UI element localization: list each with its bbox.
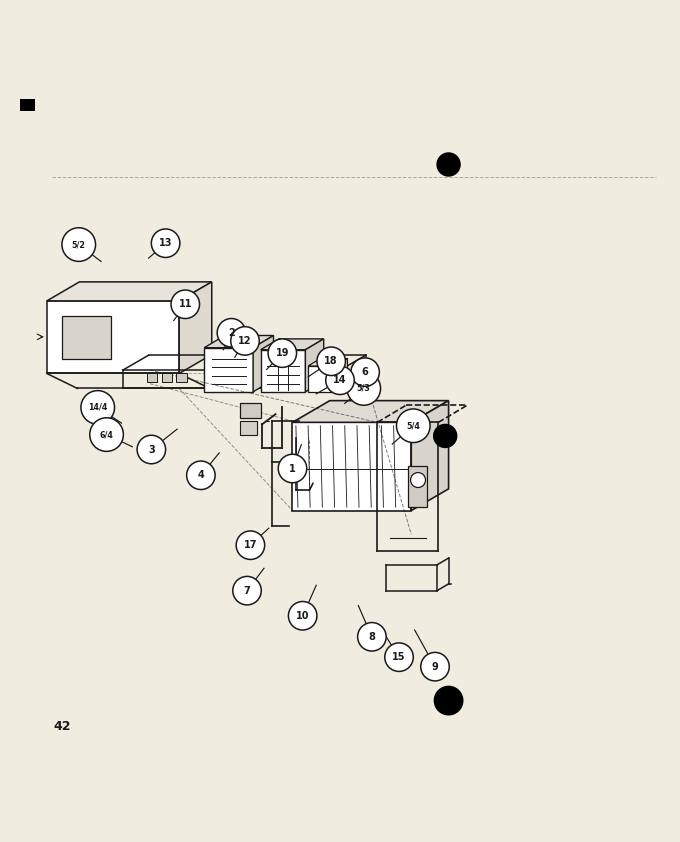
Polygon shape	[292, 401, 449, 423]
Circle shape	[236, 531, 265, 559]
Text: 3: 3	[148, 445, 155, 455]
Bar	[62, 317, 111, 359]
Polygon shape	[204, 335, 273, 348]
Bar	[162, 374, 173, 381]
Text: 8: 8	[369, 632, 375, 642]
Polygon shape	[292, 423, 411, 510]
Bar	[240, 421, 257, 434]
Polygon shape	[308, 366, 335, 392]
Polygon shape	[47, 301, 179, 374]
Text: 6: 6	[362, 367, 369, 377]
Circle shape	[437, 152, 461, 177]
Circle shape	[351, 358, 379, 386]
Text: 19: 19	[275, 348, 289, 358]
Text: 14/4: 14/4	[88, 403, 107, 412]
Text: 9: 9	[432, 662, 439, 672]
Circle shape	[396, 409, 430, 443]
Circle shape	[433, 424, 458, 448]
Text: 12: 12	[238, 336, 252, 346]
Circle shape	[171, 290, 199, 318]
Text: 5/2: 5/2	[71, 240, 86, 249]
Circle shape	[288, 601, 317, 630]
Circle shape	[421, 653, 449, 681]
Polygon shape	[260, 349, 305, 392]
Polygon shape	[305, 338, 324, 392]
Bar	[20, 99, 35, 111]
Text: 5/4: 5/4	[407, 421, 420, 430]
Polygon shape	[335, 359, 347, 392]
Polygon shape	[47, 282, 211, 301]
Circle shape	[81, 391, 114, 424]
Bar	[408, 466, 427, 507]
Circle shape	[326, 366, 354, 395]
Text: 1: 1	[289, 463, 296, 473]
Circle shape	[385, 643, 413, 671]
Circle shape	[317, 347, 345, 376]
Circle shape	[347, 371, 381, 405]
Circle shape	[278, 454, 307, 482]
Circle shape	[358, 622, 386, 651]
Polygon shape	[411, 401, 449, 510]
Polygon shape	[308, 359, 347, 366]
Text: 18: 18	[324, 356, 338, 366]
Polygon shape	[253, 335, 273, 392]
Circle shape	[411, 472, 426, 488]
Text: 14: 14	[333, 376, 347, 386]
Text: 13: 13	[159, 238, 172, 248]
Text: 17: 17	[243, 541, 257, 550]
Circle shape	[231, 327, 259, 355]
Circle shape	[268, 338, 296, 367]
Text: 7: 7	[243, 586, 250, 595]
Text: 2: 2	[228, 328, 235, 338]
Bar	[175, 374, 186, 381]
Circle shape	[152, 229, 180, 258]
Circle shape	[137, 435, 166, 464]
Circle shape	[186, 461, 215, 489]
Text: 6/4: 6/4	[100, 430, 114, 439]
Text: 15: 15	[392, 653, 406, 662]
Text: 10: 10	[296, 610, 309, 621]
Polygon shape	[204, 348, 253, 392]
Text: 5/3: 5/3	[357, 384, 371, 393]
Circle shape	[434, 685, 464, 716]
Polygon shape	[260, 338, 324, 349]
Bar	[147, 374, 158, 381]
Text: 11: 11	[179, 299, 192, 309]
Text: 4: 4	[197, 471, 204, 480]
Bar	[240, 402, 260, 418]
Circle shape	[90, 418, 123, 451]
Polygon shape	[179, 282, 211, 374]
Text: 42: 42	[54, 720, 71, 733]
Circle shape	[62, 227, 96, 261]
Circle shape	[217, 318, 245, 347]
Circle shape	[233, 577, 261, 605]
